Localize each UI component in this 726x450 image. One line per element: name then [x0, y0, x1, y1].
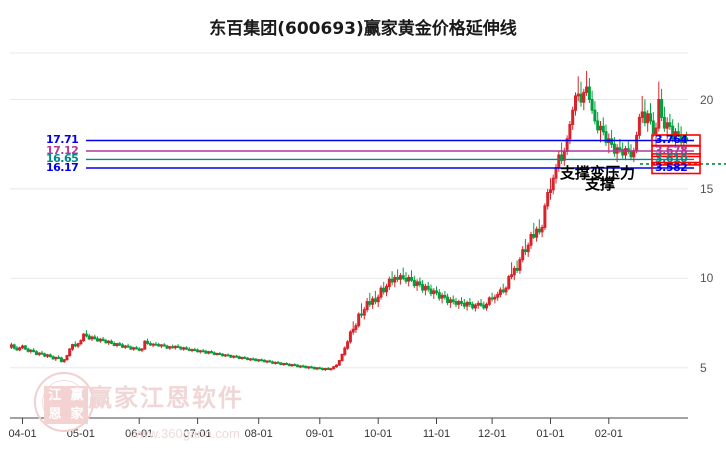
x-axis-tick-04-01: 04-01 — [8, 428, 37, 440]
page-title: 东百集团(600693)赢家黄金价格延伸线 — [209, 19, 517, 39]
right-price-label-3.764: 3.764 — [655, 133, 688, 147]
right-price-label-3.582: 3.582 — [655, 161, 688, 174]
x-axis-tick-12-01: 12-01 — [478, 428, 507, 440]
y-axis-tick-20: 20 — [700, 92, 714, 107]
right-price-label-3.678: 3.678 — [655, 144, 688, 158]
annotation-1: 支撑变压力 — [560, 164, 636, 182]
x-axis-tick-02-01: 02-01 — [594, 428, 623, 440]
x-axis-tick-08-01: 08-01 — [244, 428, 273, 440]
left-price-label-16.17: 16.17 — [46, 161, 79, 174]
y-axis-tick-15: 15 — [700, 181, 714, 196]
x-axis-tick-10-01: 10-01 — [364, 428, 393, 440]
x-axis-tick-07-01: 07-01 — [183, 428, 212, 440]
left-price-label-17.71: 17.71 — [46, 133, 79, 147]
annotation-2: 支撑 — [585, 175, 616, 193]
x-axis-tick-05-01: 05-01 — [66, 428, 95, 440]
watermark-url: www.360gann.com — [130, 426, 240, 441]
x-axis-tick-09-01: 09-01 — [305, 428, 334, 440]
x-axis-tick-06-01: 06-01 — [125, 428, 154, 440]
x-axis-tick-01-01: 01-01 — [536, 428, 565, 440]
watermark-logo-char-3: 恩 — [44, 405, 66, 424]
left-price-label-17.12: 17.12 — [46, 144, 79, 158]
right-price-label-3.610: 3.610 — [655, 152, 688, 166]
watermark-logo-char-4: 家 — [66, 405, 88, 424]
y-axis-tick-10: 10 — [700, 271, 714, 286]
watermark-logo-char-2: 赢 — [66, 386, 88, 405]
x-axis-tick-11-01: 11-01 — [422, 428, 451, 440]
watermark-logo-char-1: 江 — [44, 386, 66, 405]
y-axis-tick-5: 5 — [700, 360, 707, 375]
left-price-label-16.65: 16.65 — [46, 152, 79, 166]
watermark-brand: 赢家江恩软件 — [88, 384, 244, 412]
